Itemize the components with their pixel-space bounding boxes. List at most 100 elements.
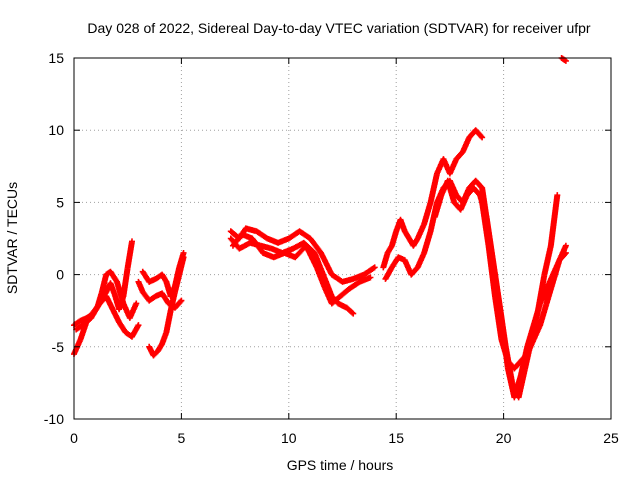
data-series	[71, 55, 569, 401]
data-point	[367, 274, 374, 281]
data-point	[302, 242, 320, 270]
data-point	[444, 177, 457, 204]
data-point	[109, 306, 122, 324]
plot-frame	[73, 57, 612, 420]
data-point	[163, 309, 174, 336]
data-point	[479, 199, 492, 248]
data-point	[541, 244, 554, 278]
data-point	[459, 135, 472, 155]
data-point	[560, 56, 568, 64]
data-point	[107, 268, 120, 284]
data-point	[318, 249, 335, 277]
data-point	[320, 271, 335, 298]
data-point	[322, 286, 335, 306]
data-point	[550, 258, 563, 285]
data-point	[492, 293, 505, 342]
data-point	[307, 235, 324, 255]
data-point	[515, 366, 528, 401]
data-point	[457, 193, 470, 213]
data-point	[133, 300, 140, 307]
data-point	[427, 172, 440, 206]
data-point	[150, 349, 160, 359]
data-point	[414, 222, 427, 242]
y-axis-label: SDTVAR / TECUs	[4, 182, 20, 294]
series-trace-i	[229, 231, 374, 307]
series-trace-n	[558, 55, 569, 64]
data-point	[547, 193, 561, 249]
data-point	[313, 264, 328, 291]
data-point	[470, 184, 483, 198]
data-point	[79, 315, 94, 329]
data-point	[135, 322, 142, 329]
data-point	[530, 323, 543, 343]
data-point	[159, 290, 171, 306]
series-trace-c	[73, 268, 140, 333]
data-point	[180, 249, 187, 256]
data-point	[453, 149, 465, 163]
data-point	[343, 304, 356, 316]
x-tick-label: 20	[496, 430, 512, 446]
data-point	[562, 249, 569, 256]
x-tick-label: 25	[603, 430, 619, 446]
data-point	[517, 352, 530, 365]
data-point	[311, 249, 326, 277]
data-point	[421, 229, 434, 256]
data-point	[73, 323, 85, 333]
data-point	[431, 193, 444, 220]
data-point	[171, 298, 184, 311]
data-point	[128, 238, 135, 245]
series-trace-d	[135, 278, 185, 311]
x-axis-label: GPS time / hours	[287, 457, 394, 473]
series-trace-g	[227, 225, 378, 285]
data-point	[554, 192, 561, 199]
data-point	[178, 297, 185, 304]
data-point	[498, 336, 511, 363]
data-point	[472, 127, 485, 140]
data-point	[249, 235, 266, 255]
x-tick-label: 0	[70, 430, 78, 446]
data-point	[446, 157, 459, 177]
y-tick-label: 5	[56, 194, 64, 210]
series-trace-m	[479, 199, 569, 372]
data-point	[94, 290, 105, 310]
data-point	[556, 250, 568, 264]
data-point	[253, 228, 270, 241]
data-point	[328, 294, 343, 307]
data-point	[414, 251, 427, 271]
data-point	[543, 280, 556, 307]
x-tick-label: 5	[178, 430, 186, 446]
data-point	[296, 228, 313, 241]
data-point	[524, 338, 537, 358]
data-point	[388, 229, 399, 249]
data-point	[485, 242, 498, 298]
data-point	[345, 279, 362, 293]
x-tick-label: 10	[281, 430, 297, 446]
y-tick-label: 0	[56, 267, 64, 283]
data-point	[124, 239, 135, 271]
y-tick-label: 10	[48, 122, 64, 138]
data-point	[408, 265, 420, 278]
data-point	[421, 200, 434, 228]
data-point	[360, 265, 377, 278]
y-tick-label: -5	[52, 339, 65, 355]
data-point	[113, 278, 126, 306]
data-point	[371, 264, 378, 271]
data-point	[350, 310, 357, 317]
x-tick-label: 15	[388, 430, 404, 446]
data-point	[337, 286, 351, 300]
data-point	[511, 359, 523, 372]
data-point	[146, 294, 158, 304]
data-point	[176, 251, 187, 271]
axis-ticks: 0 5 10 15 20 25 -10 -5 0 5 10 15	[44, 50, 619, 446]
data-point	[116, 319, 128, 335]
grid-lines	[74, 58, 611, 419]
chart-title: Day 028 of 2022, Sidereal Day-to-day VTE…	[87, 20, 591, 36]
data-point	[126, 301, 139, 321]
data-point	[292, 243, 308, 261]
y-tick-label: 15	[48, 50, 64, 66]
y-tick-label: -10	[44, 411, 64, 427]
data-point	[472, 177, 485, 190]
data-point	[479, 134, 486, 141]
data-point	[537, 301, 550, 329]
